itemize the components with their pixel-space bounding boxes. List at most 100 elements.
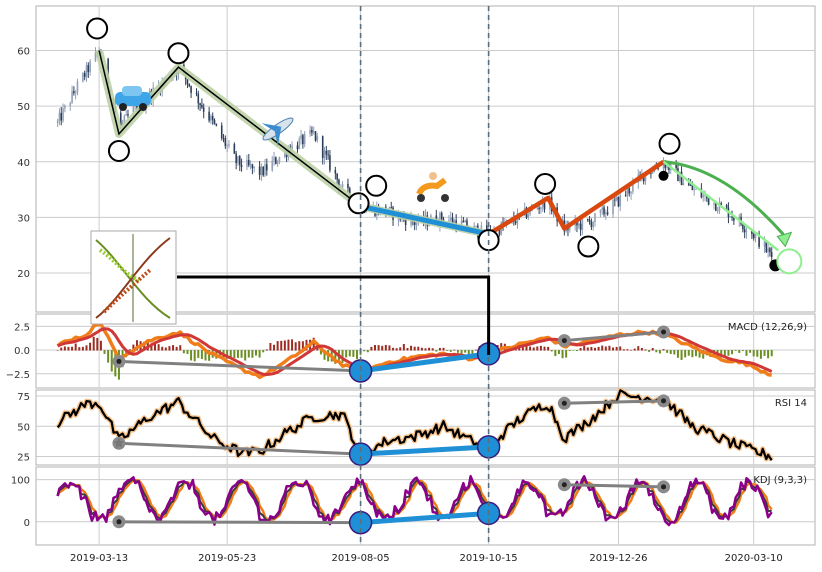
candle-body <box>538 207 540 210</box>
candle-body <box>577 223 580 226</box>
candle-body <box>615 196 618 200</box>
candle-body <box>127 114 129 116</box>
macd-histogram-bar <box>568 350 571 351</box>
macd-histogram-bar <box>633 348 636 351</box>
y-tick-label: 100 <box>11 476 30 487</box>
candle-body <box>415 223 418 225</box>
macd-histogram-bar <box>74 343 77 351</box>
macd-histogram-bar <box>254 350 257 356</box>
candle-body <box>300 135 302 140</box>
inset-curve <box>102 268 152 314</box>
macd-histogram-bar <box>655 350 658 353</box>
candle-body <box>284 150 286 158</box>
macd-histogram-bar <box>424 348 427 351</box>
candle-body <box>590 221 593 228</box>
candle-body <box>599 209 602 214</box>
macd-histogram-bar <box>384 344 387 351</box>
macd-histogram-bar <box>56 350 59 351</box>
candle-body <box>612 199 614 215</box>
macd-histogram-bar <box>658 350 661 354</box>
candle-body <box>619 194 622 207</box>
macd-histogram-bar <box>550 350 553 352</box>
x-tick-label: 2019-05-23 <box>198 553 256 564</box>
macd-histogram-bar <box>410 345 413 351</box>
macd-histogram-bar <box>168 346 171 351</box>
candle-body <box>763 241 766 247</box>
macd-histogram-bar <box>388 345 391 351</box>
car-roof <box>122 86 142 96</box>
macd-histogram-bar <box>273 344 276 351</box>
candle-body <box>576 220 578 226</box>
macd-histogram-bar <box>673 350 676 355</box>
macd-histogram-bar <box>594 347 597 351</box>
candle-body <box>125 114 127 116</box>
candle-body <box>449 217 452 220</box>
macd-histogram-bar <box>402 343 405 351</box>
candle-body <box>190 86 192 93</box>
candle-body <box>119 112 122 126</box>
candle-body <box>605 212 607 215</box>
macd-histogram-bar <box>601 345 604 351</box>
macd-histogram-bar <box>763 350 766 356</box>
candle-body <box>677 168 679 181</box>
macd-histogram-bar <box>572 350 575 351</box>
macd-histogram-bar <box>236 350 239 358</box>
macd-histogram-bar <box>132 344 135 351</box>
macd-histogram-bar <box>247 350 250 358</box>
candle-body <box>689 185 692 186</box>
candle-body <box>464 220 466 223</box>
candle-body <box>260 166 263 175</box>
candle-body <box>720 203 723 205</box>
candle-body <box>624 194 627 196</box>
macd-histogram-bar <box>698 350 701 358</box>
candle-body <box>603 207 605 215</box>
wave-label-circle <box>577 235 600 258</box>
candle-body <box>262 166 265 176</box>
macd-histogram-bar <box>363 350 366 352</box>
candle-body <box>325 150 328 155</box>
candle-body <box>742 224 744 230</box>
y-tick-label: 75 <box>17 392 30 403</box>
candle-body <box>334 170 337 174</box>
macd-histogram-bar <box>92 336 95 351</box>
wave-label-circle <box>658 132 681 155</box>
candle-body <box>630 191 632 194</box>
wave-label-circle <box>365 174 388 197</box>
candle-body <box>188 83 191 87</box>
candle-body <box>316 136 319 141</box>
candle-body <box>85 65 88 77</box>
wave-marker-circle <box>348 442 373 466</box>
kdj-j-line <box>56 477 772 524</box>
macd-histogram-bar <box>348 350 351 357</box>
candle-body <box>606 212 609 215</box>
candle-body <box>233 144 236 154</box>
divergence-marker-center <box>661 484 667 490</box>
macd-histogram-bar <box>370 346 373 351</box>
candle-body <box>614 199 616 201</box>
macd-histogram-bar <box>446 350 449 351</box>
candle-body <box>253 166 255 169</box>
scooter-wheel <box>441 194 449 202</box>
candle-body <box>540 207 542 210</box>
macd-histogram-bar <box>579 348 582 351</box>
divergence-marker-center <box>661 329 667 335</box>
macd-histogram-bar <box>392 347 395 351</box>
macd-histogram-bar <box>164 347 167 351</box>
macd-histogram-bar <box>561 350 564 359</box>
macd-histogram-bar <box>557 350 560 355</box>
candle-body <box>706 195 708 199</box>
candle-body <box>527 214 530 218</box>
macd-histogram-bar <box>622 349 625 351</box>
connector-line <box>177 275 491 355</box>
panel-label: KDJ (9,3,3) <box>753 475 807 486</box>
macd-histogram-bar <box>355 350 358 360</box>
candle-body <box>682 183 685 186</box>
candle-body <box>754 234 757 239</box>
divergence-line <box>360 351 489 374</box>
candle-body <box>731 216 733 218</box>
candle-body <box>238 156 241 165</box>
candle-body <box>302 135 304 145</box>
candle-body <box>586 219 589 221</box>
candle-body <box>323 150 326 158</box>
